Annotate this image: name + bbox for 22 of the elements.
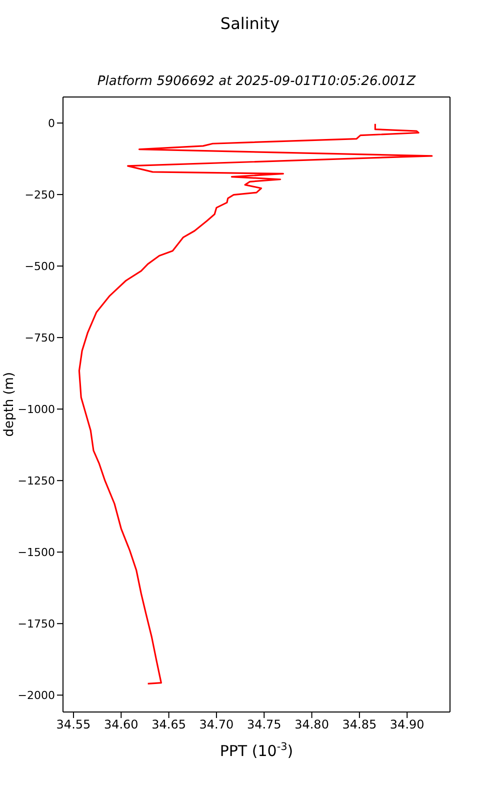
- chart-subtitle: Platform 5906692 at 2025-09-01T10:05:26.001Z: [96, 74, 417, 89]
- x-tick-label: 34.55: [56, 718, 91, 732]
- x-tick-label: 34.70: [199, 718, 234, 732]
- chart-title: Salinity: [219, 14, 281, 33]
- x-tick-label: 34.75: [246, 718, 282, 732]
- x-tick-label: 34.80: [294, 718, 329, 732]
- y-tick-label: −750: [24, 331, 55, 344]
- x-tick-label: 34.65: [152, 718, 186, 732]
- y-tick-label: −250: [24, 188, 55, 202]
- y-axis-title: depth (m): [2, 372, 18, 436]
- y-tick-label: 0: [48, 116, 55, 130]
- x-tick-label: 34.90: [390, 718, 424, 732]
- y-tick-label: −1750: [18, 618, 55, 631]
- y-tick-label: −500: [24, 260, 55, 273]
- x-tick-label: 34.85: [342, 718, 377, 732]
- y-tick-label: −1000: [18, 402, 55, 416]
- x-tick-label: 34.60: [104, 718, 138, 732]
- line-series: [78, 123, 433, 684]
- x-axis-title: PPT (10$^{-3}$): [220, 741, 294, 760]
- y-tick-label: −2000: [18, 689, 55, 702]
- y-tick-label: −1250: [18, 474, 55, 488]
- y-tick-label: −1500: [18, 546, 55, 560]
